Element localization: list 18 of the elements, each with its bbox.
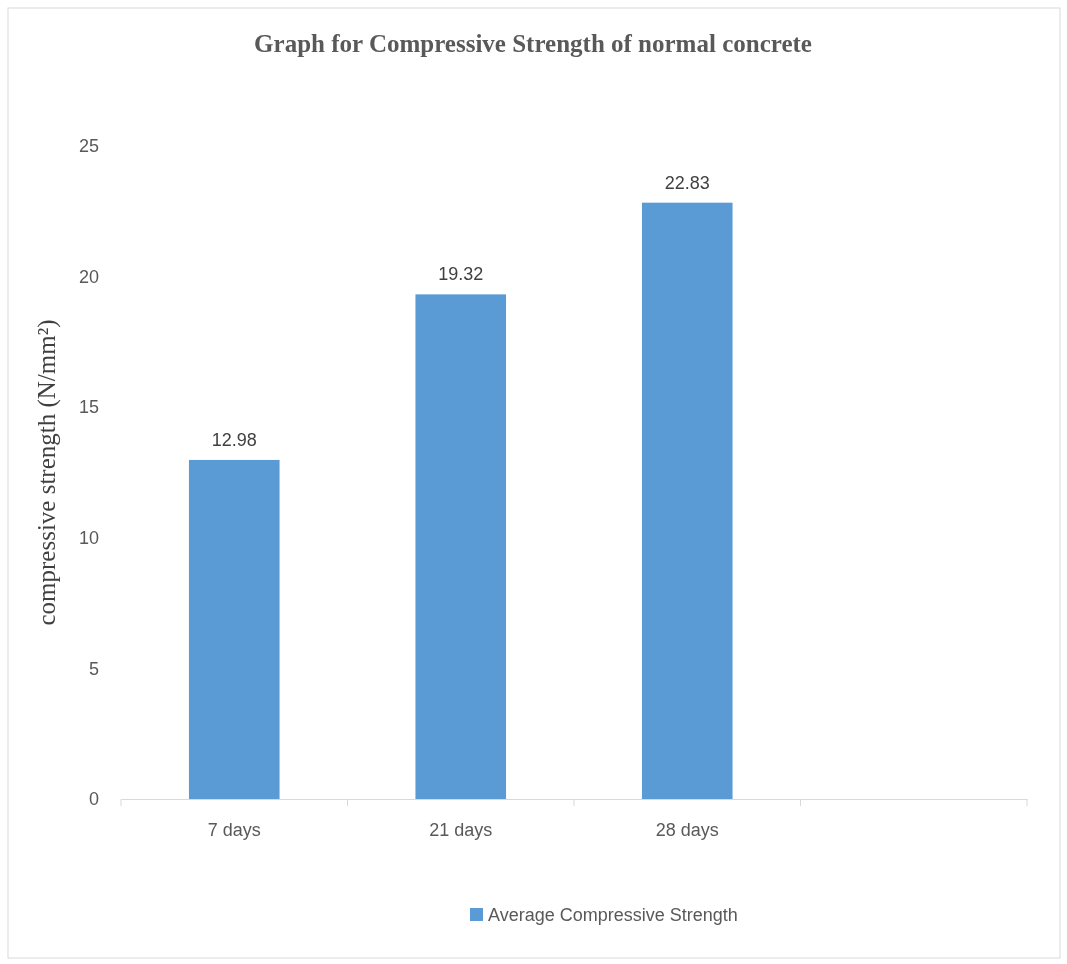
x-tick-label: 28 days — [655, 819, 719, 840]
bar — [188, 459, 280, 799]
y-tick-label: 0 — [88, 789, 99, 810]
x-tick-label: 21 days — [429, 819, 493, 840]
x-tick-label: 7 days — [207, 819, 261, 840]
bar — [415, 294, 507, 799]
y-tick-label: 15 — [78, 397, 99, 418]
y-tick-label: 25 — [78, 136, 99, 157]
data-label: 12.98 — [211, 429, 257, 450]
chart-title: Graph for Compressive Strength of normal concrete — [254, 30, 812, 57]
data-label: 22.83 — [664, 172, 710, 193]
y-axis-title: compressive strength (N/mm²) — [33, 319, 61, 626]
y-tick-label: 20 — [78, 266, 99, 287]
data-label: 19.32 — [438, 264, 484, 285]
y-tick-label: 10 — [78, 528, 99, 549]
bar — [641, 202, 733, 799]
y-tick-label: 5 — [88, 658, 99, 679]
legend-label: Average Compressive Strength — [488, 905, 738, 926]
